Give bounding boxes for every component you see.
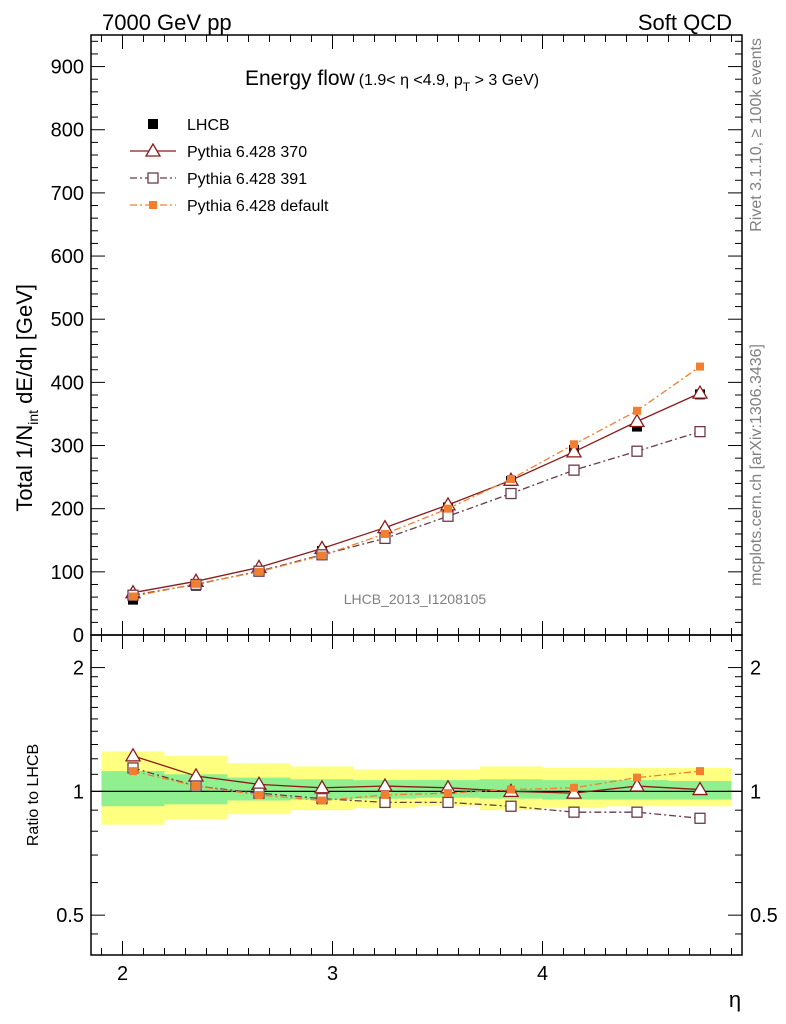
legend: LHCB Pythia 6.428 370 Pythia 6.428 391 Pyth… [130,117,329,215]
x-axis-label: η [729,987,741,1012]
ratio-point [318,796,326,805]
data-point [565,443,583,458]
data-point [318,551,326,560]
data-point [691,384,709,399]
data-point [255,567,263,576]
series-line [132,366,701,598]
x-tick-label: 3 [327,963,338,985]
data-point [505,487,517,500]
ratio-point [124,747,142,762]
data-point [568,464,580,476]
ratio-point [192,782,200,791]
data-point [444,504,452,513]
ratio-point [381,790,389,799]
ratio-point [694,812,706,824]
data-point [381,529,389,538]
y-tick-label: 400 [51,372,84,394]
ratio-point [507,785,515,794]
ratio-line [132,770,701,802]
data-point [129,592,137,601]
ratio-point [568,806,580,818]
main-ylabel: Total 1/Nint dE/dη [GeV] [12,284,41,512]
ratio-point [565,784,583,799]
x-tick-label: 2 [117,963,128,985]
ratio-ylabel: Ratio to LHCB [25,744,42,846]
analysis-label: LHCB_2013_I1208105 [344,591,487,607]
ratio-point [255,790,263,799]
legend-marker [147,172,159,184]
data-point [628,413,646,428]
ratio-point [691,781,709,796]
legend-label: Pythia 6.428 391 [187,171,307,188]
data-point [633,406,641,415]
ratio-point [129,767,137,776]
legend-marker [144,142,162,157]
x-tick-label: 4 [537,963,548,985]
y-tick-label: 0 [73,625,84,647]
ratio-line [132,755,701,794]
ratio-bands [91,751,742,825]
ratio-point [505,800,517,812]
data-point [694,425,706,438]
legend-marker [148,119,158,129]
data-point [696,362,704,371]
y-tick-label: 300 [51,436,84,458]
data-point [442,510,454,522]
data-point [631,445,643,457]
data-point [507,475,515,483]
series-line [132,392,701,594]
main-title: Energy flow (1.9< η <4.9, pT > 3 GeV) [245,67,539,94]
legend-label: Pythia 6.428 370 [187,144,307,161]
y-tick-label: 500 [51,309,84,331]
legend-label: LHCB [187,117,230,134]
main-series [124,362,709,605]
ratio-series [124,747,709,824]
header-right: Soft QCD [638,10,732,35]
ratio-point [628,777,646,792]
data-point [192,579,200,588]
y-tick-label: 700 [51,183,84,205]
ratio-y-tick-label-left: 1 [73,781,84,803]
y-tick-label: 600 [51,246,84,268]
axis-ticks: 0 100 200 300 400 500 600 700 800 900 2 3 4 0.5 0.5 1 1 2… [51,35,778,985]
rivet-label: Rivet 3.1.10, ≥ 100k events [748,38,765,232]
ratio-point [313,779,331,794]
legend-marker [149,201,157,209]
data-point [570,440,578,449]
ratio-y-tick-label-left: 0.5 [56,905,84,927]
y-tick-label: 900 [51,57,84,79]
y-tick-label: 100 [51,562,84,584]
ratio-line [132,767,701,819]
band-stat-bin [101,771,165,807]
mcplots-label: mcplots.cern.ch [arXiv:1306.3436] [748,344,765,586]
ratio-point [444,789,452,798]
series-line [132,431,701,596]
ratio-point [570,783,578,792]
ratio-point [633,773,641,782]
header-left: 7000 GeV pp [102,10,232,35]
ratio-y-tick-label-right: 1 [750,781,761,803]
ratio-y-tick-label-right: 0.5 [750,905,778,927]
y-tick-label: 800 [51,120,84,142]
ratio-point [631,806,643,818]
ratio-point [442,796,454,809]
y-tick-label: 200 [51,499,84,521]
ratio-y-tick-label-right: 2 [750,658,761,680]
legend-label: Pythia 6.428 default [187,198,329,215]
ratio-y-tick-label-left: 2 [73,658,84,680]
ratio-point [696,767,704,776]
